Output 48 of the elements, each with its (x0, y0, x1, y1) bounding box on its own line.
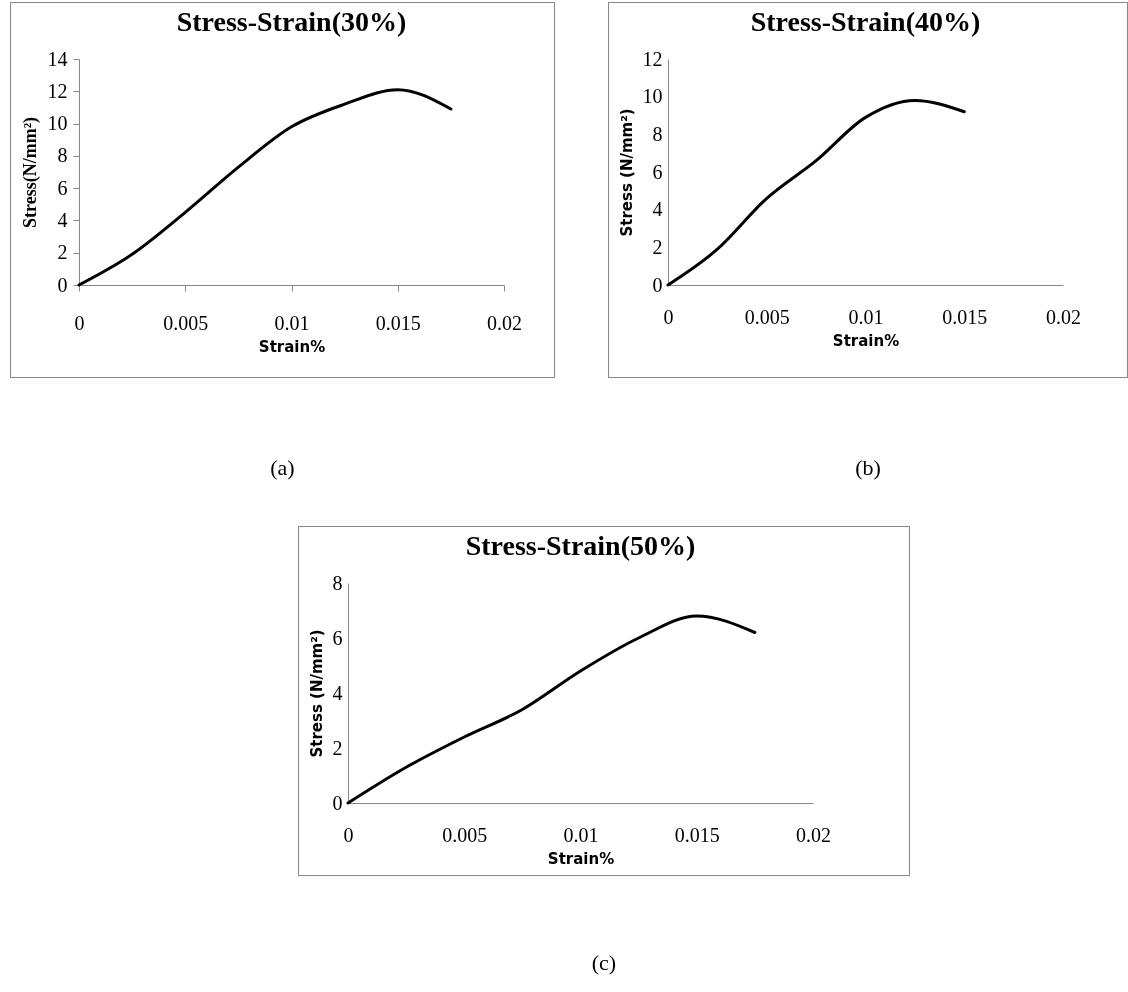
y-axis-title: Stress (N/mm²) (617, 108, 636, 237)
y-axis-title: Stress (N/mm²) (307, 629, 326, 758)
x-tick-label: 0.015 (942, 305, 988, 328)
chart-title: Stress-Strain(40%) (750, 6, 981, 37)
x-tick-label: 0.02 (487, 311, 522, 334)
y-tick-label: 6 (57, 176, 68, 199)
x-tick-label: 0.005 (442, 823, 488, 846)
text: (a) (269, 455, 296, 481)
y-tick-label: 4 (57, 208, 68, 231)
x-tick-label: 0.005 (163, 311, 209, 334)
x-tick-label: 0.015 (674, 823, 720, 846)
y-tick-label: 10 (47, 112, 68, 135)
line-series (666, 98, 966, 287)
y-tick-label: 8 (652, 122, 663, 145)
x-axis-title: Strain% (258, 337, 326, 356)
y-tick-label: 0 (57, 273, 68, 296)
x-tick-label: 0.01 (563, 823, 599, 846)
x-tick-label: 0.02 (796, 823, 831, 846)
y-tick-label: 0 (652, 273, 663, 296)
y-tick-label: 6 (332, 626, 343, 649)
y-tick-label: 12 (47, 79, 68, 102)
y-tick-label: 2 (332, 736, 343, 759)
y-tick-label: 8 (57, 144, 68, 167)
x-axis-title: Strain% (547, 849, 615, 868)
x-axis-title: Strain% (832, 331, 900, 350)
x-tick-label: 0.005 (744, 305, 790, 328)
y-tick-label: 2 (57, 241, 68, 264)
y-axis-title: Stress(N/mm²) (19, 116, 41, 229)
x-tick-label: 0.01 (848, 305, 884, 328)
y-tick-label: 12 (642, 47, 663, 70)
x-tick-label: 0.015 (375, 311, 421, 334)
line-series (77, 88, 453, 287)
chart-title: Stress-Strain(30%) (176, 6, 407, 37)
y-tick-label: 14 (47, 47, 68, 70)
y-tick-label: 6 (652, 160, 663, 183)
line-series (346, 614, 757, 805)
chart-title: Stress-Strain(50%) (465, 530, 696, 561)
y-tick-label: 4 (652, 198, 663, 221)
text: (c) (590, 950, 618, 976)
x-tick-label: 0.02 (1046, 305, 1081, 328)
text: (b) (854, 455, 882, 481)
x-tick-label: 0.01 (274, 311, 310, 334)
y-tick-label: 2 (652, 235, 663, 258)
y-tick-label: 8 (332, 571, 343, 594)
x-tick-label: 0 (74, 311, 85, 334)
y-tick-label: 0 (332, 791, 343, 814)
y-tick-label: 10 (642, 85, 663, 108)
y-tick-label: 4 (332, 681, 343, 704)
